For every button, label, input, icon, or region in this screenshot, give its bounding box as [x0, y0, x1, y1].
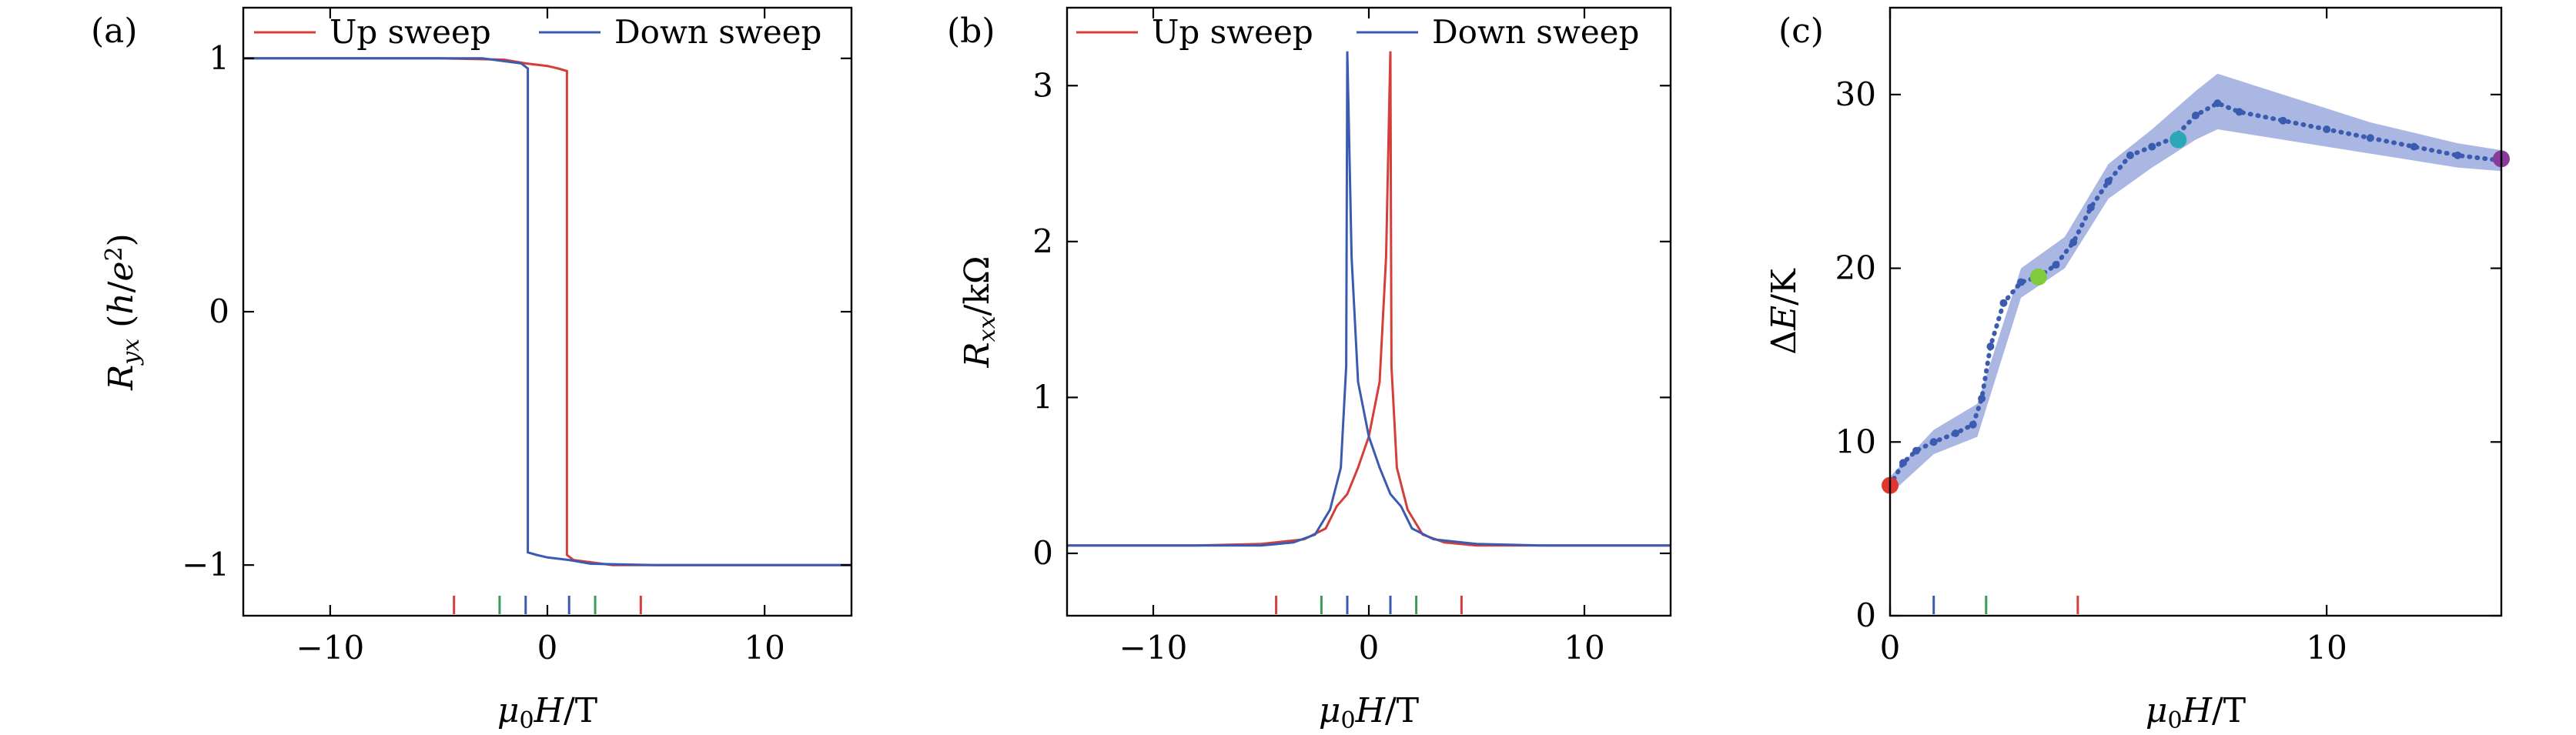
panel-c-frame	[1889, 6, 2503, 617]
panel-c-data-point	[1899, 459, 1908, 467]
panel-b: (b) −10 0 10 0 1 2 3 μ0H/T Rxx/kΩ Up sweep Dow…	[947, 6, 1672, 734]
panel-a-legend-down-label: Down sweep	[614, 13, 821, 51]
panel-a-xtick-label: 0	[537, 629, 558, 667]
panel-a-xtick-label: −10	[296, 629, 365, 667]
panel-c-data-point	[2279, 116, 2287, 125]
panel-c-ytick-label: 0	[1855, 596, 1876, 634]
panel-b-xlabel: μ0H/T	[1319, 691, 1419, 734]
panel-b-series-up	[1067, 51, 1671, 547]
panel-c: (c) 0 10 0 10 20 30 μ0H/T ΔE/K	[1765, 6, 2510, 734]
panel-c-data-point	[2454, 151, 2462, 159]
panel-c-data-point	[2213, 99, 2222, 108]
panel-b-xtick-label: 0	[1359, 629, 1380, 667]
panel-c-ytick-label: 10	[1835, 423, 1876, 460]
panel-a-ytick-label: −1	[182, 546, 229, 583]
panel-c-xtick-label: 10	[2306, 629, 2347, 667]
panel-c-data-point	[2148, 142, 2156, 151]
panel-a-series-up	[243, 57, 851, 566]
panel-a-axes: −10 0 10−101	[182, 8, 851, 667]
panel-b-ytick-label: 2	[1032, 222, 1053, 260]
panel-c-xtick-label: 0	[1880, 629, 1901, 667]
panel-c-label: (c)	[1778, 12, 1824, 51]
panel-b-ylabel: Rxx/kΩ	[958, 256, 1001, 369]
panel-c-xlabel: μ0H/T	[2146, 691, 2246, 734]
panel-c-data-point	[2410, 142, 2418, 151]
panel-c-data-point	[2052, 261, 2060, 269]
panel-a-label: (a)	[91, 12, 138, 51]
panel-c-data-point	[1952, 429, 1960, 437]
panel-c-data-point	[1986, 342, 1995, 351]
panel-c-highlight-point	[2170, 131, 2187, 149]
panel-c-axes: 0 10 0 10 20 30	[1835, 8, 2501, 667]
panel-a-series-down	[243, 57, 851, 566]
panel-c-data-point	[1978, 394, 1986, 403]
panel-a-legend-up-label: Up sweep	[330, 13, 491, 51]
panel-b-series-down	[1067, 51, 1671, 547]
panel-c-data-point	[1929, 438, 1938, 446]
panel-c-highlight-point	[2029, 268, 2047, 286]
panel-c-plot	[1882, 73, 2510, 614]
panel-c-data-point	[1912, 446, 1921, 455]
panel-c-data-point	[2086, 203, 2095, 212]
panel-c-data-point	[2126, 151, 2134, 159]
panel-c-series-dots	[1888, 100, 2504, 488]
panel-b-legend: Up sweep Down sweep	[1076, 13, 1639, 51]
panel-c-uncertainty-band	[1890, 73, 2501, 495]
panel-b-ytick-label: 0	[1032, 534, 1053, 572]
panel-b-legend-up-label: Up sweep	[1152, 13, 1313, 51]
panel-a-legend: Up sweep Down sweep	[254, 13, 821, 51]
panel-a-xlabel: μ0H/T	[497, 691, 597, 734]
panel-c-data-point	[2104, 177, 2113, 185]
panel-a: (a) −10 0 10−101 μ0H/T Ryx (h/e2) Up sweep…	[91, 6, 853, 734]
panel-c-data-point	[2235, 108, 2243, 116]
panel-c-data-point	[1969, 420, 1977, 429]
panel-b-ytick-label: 3	[1032, 66, 1053, 104]
panel-b-ytick-label: 1	[1032, 378, 1053, 416]
panel-a-frame	[242, 6, 853, 617]
panel-c-data-point	[2192, 111, 2200, 119]
panel-c-ylabel: ΔE/K	[1765, 268, 1804, 355]
panel-b-axes: −10 0 10 0 1 2 3	[1032, 8, 1671, 667]
panel-c-data-point	[2366, 134, 2374, 142]
panel-c-ytick-label: 30	[1835, 75, 1876, 113]
panel-c-data-point	[2323, 125, 2331, 133]
panel-c-data-point	[2017, 278, 2026, 286]
panel-b-xtick-label: −10	[1119, 629, 1188, 667]
panel-b-plot	[1067, 51, 1671, 614]
panel-b-label: (b)	[947, 12, 995, 51]
panel-b-legend-down-label: Down sweep	[1432, 13, 1639, 51]
panel-c-data-point	[2069, 238, 2078, 246]
panel-a-xtick-label: 10	[744, 629, 785, 667]
panel-a-plot	[243, 57, 851, 614]
panel-a-ytick-label: 0	[209, 292, 229, 330]
panel-a-ylabel: Ryx (h/e2)	[101, 233, 145, 391]
panel-c-data-point	[1999, 299, 2008, 307]
panel-b-frame	[1066, 6, 1672, 617]
panel-b-xtick-label: 10	[1564, 629, 1604, 667]
panel-a-ytick-label: 1	[209, 39, 229, 77]
panel-c-ytick-label: 20	[1835, 249, 1876, 287]
